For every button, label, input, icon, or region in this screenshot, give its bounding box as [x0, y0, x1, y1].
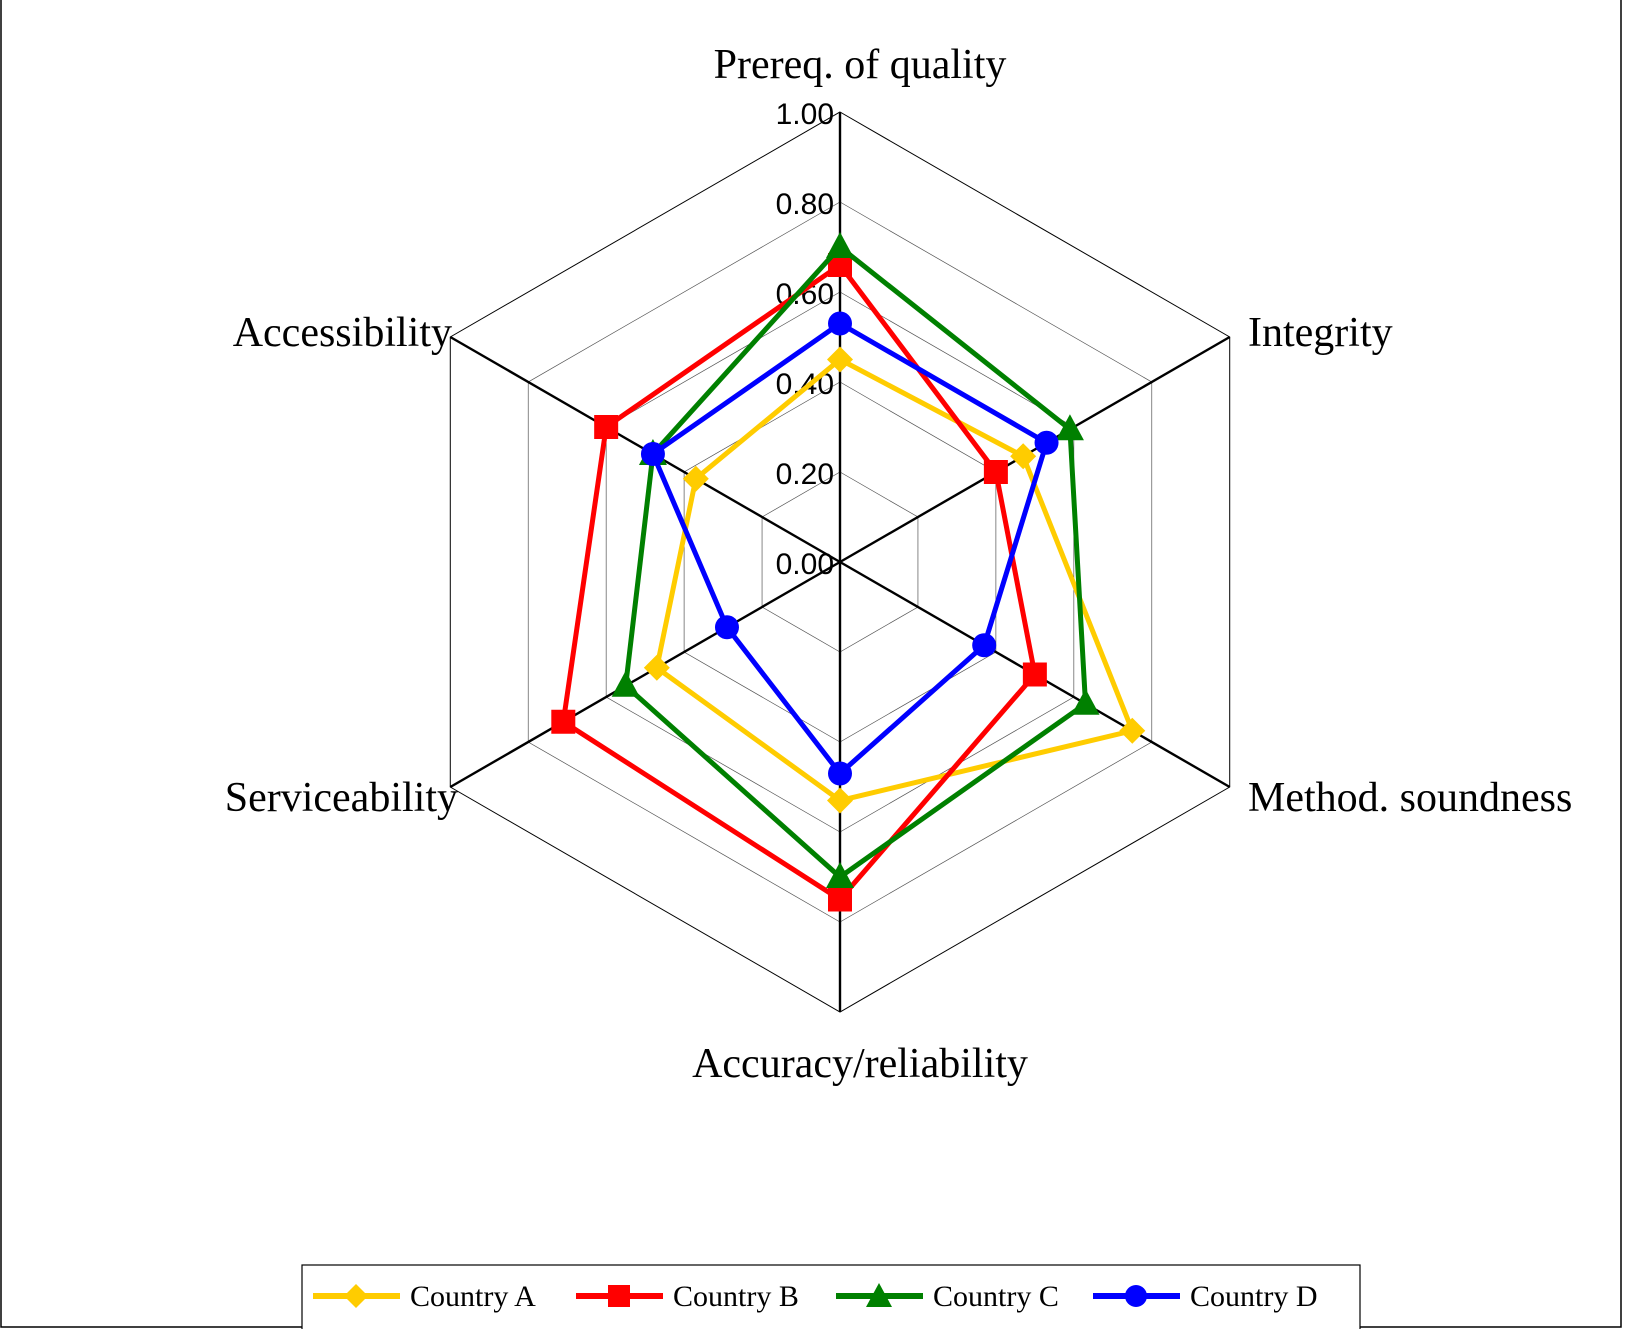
tick-labels: 0.000.200.400.600.801.00 — [776, 98, 834, 581]
axis-label-accessibility: Accessibility — [233, 310, 452, 356]
axis-label-prereq: Prereq. of quality — [714, 42, 1007, 88]
data-point — [640, 442, 665, 466]
legend-label-country-d: Country D — [1190, 1280, 1318, 1313]
data-point — [1010, 443, 1037, 470]
tick-label: 1.00 — [776, 98, 834, 131]
data-point — [611, 670, 640, 697]
data-series — [551, 232, 1146, 912]
tick-label: 0.00 — [776, 548, 834, 581]
data-point — [594, 415, 619, 439]
legend-item-country-b: Country B — [576, 1280, 799, 1313]
legend-item-country-c: Country C — [836, 1280, 1059, 1313]
data-point — [714, 615, 739, 640]
legend-item-country-d: Country D — [1093, 1280, 1318, 1313]
data-point — [972, 633, 997, 658]
legend-marker-country-d — [1125, 1285, 1147, 1307]
data-point — [1055, 414, 1084, 441]
legend-item-country-a: Country A — [313, 1280, 536, 1313]
data-point — [828, 887, 852, 912]
axis-spoke — [839, 335, 1231, 564]
axis-spoke — [449, 560, 841, 789]
tick-label: 0.20 — [776, 458, 834, 491]
data-point — [1071, 688, 1100, 715]
data-point — [828, 761, 852, 786]
data-point — [1034, 430, 1059, 455]
legend-label-country-c: Country C — [933, 1280, 1059, 1313]
data-point — [983, 460, 1008, 484]
data-point — [551, 709, 576, 734]
legend-marker-country-c — [866, 1283, 892, 1307]
data-point — [826, 862, 854, 888]
data-point — [826, 232, 854, 258]
axis-label-serviceability: Serviceability — [225, 775, 458, 821]
data-point — [1119, 717, 1146, 744]
legend: Country A Country B Country C Country D — [301, 1264, 1361, 1329]
axis-label-integrity: Integrity — [1248, 310, 1393, 356]
tick-label: 0.80 — [776, 188, 834, 221]
axis-label-method: Method. soundness — [1248, 775, 1572, 821]
data-point — [828, 311, 852, 336]
axis-labels: Prereq. of quality Integrity Method. sou… — [225, 42, 1573, 1087]
series-country-d — [640, 311, 1059, 786]
series-country-b — [551, 253, 1047, 912]
data-point — [827, 787, 853, 814]
series-country-a — [643, 346, 1146, 814]
legend-marker-country-b — [608, 1285, 630, 1307]
legend-box — [301, 1264, 1361, 1329]
legend-label-country-a: Country A — [410, 1280, 536, 1313]
axis-label-accuracy: Accuracy/reliability — [692, 1041, 1028, 1087]
data-point — [1022, 662, 1047, 687]
data-point — [827, 346, 853, 373]
data-point — [682, 465, 709, 492]
legend-label-country-b: Country B — [673, 1280, 799, 1313]
legend-marker-country-a — [344, 1284, 368, 1308]
data-point — [643, 654, 670, 681]
